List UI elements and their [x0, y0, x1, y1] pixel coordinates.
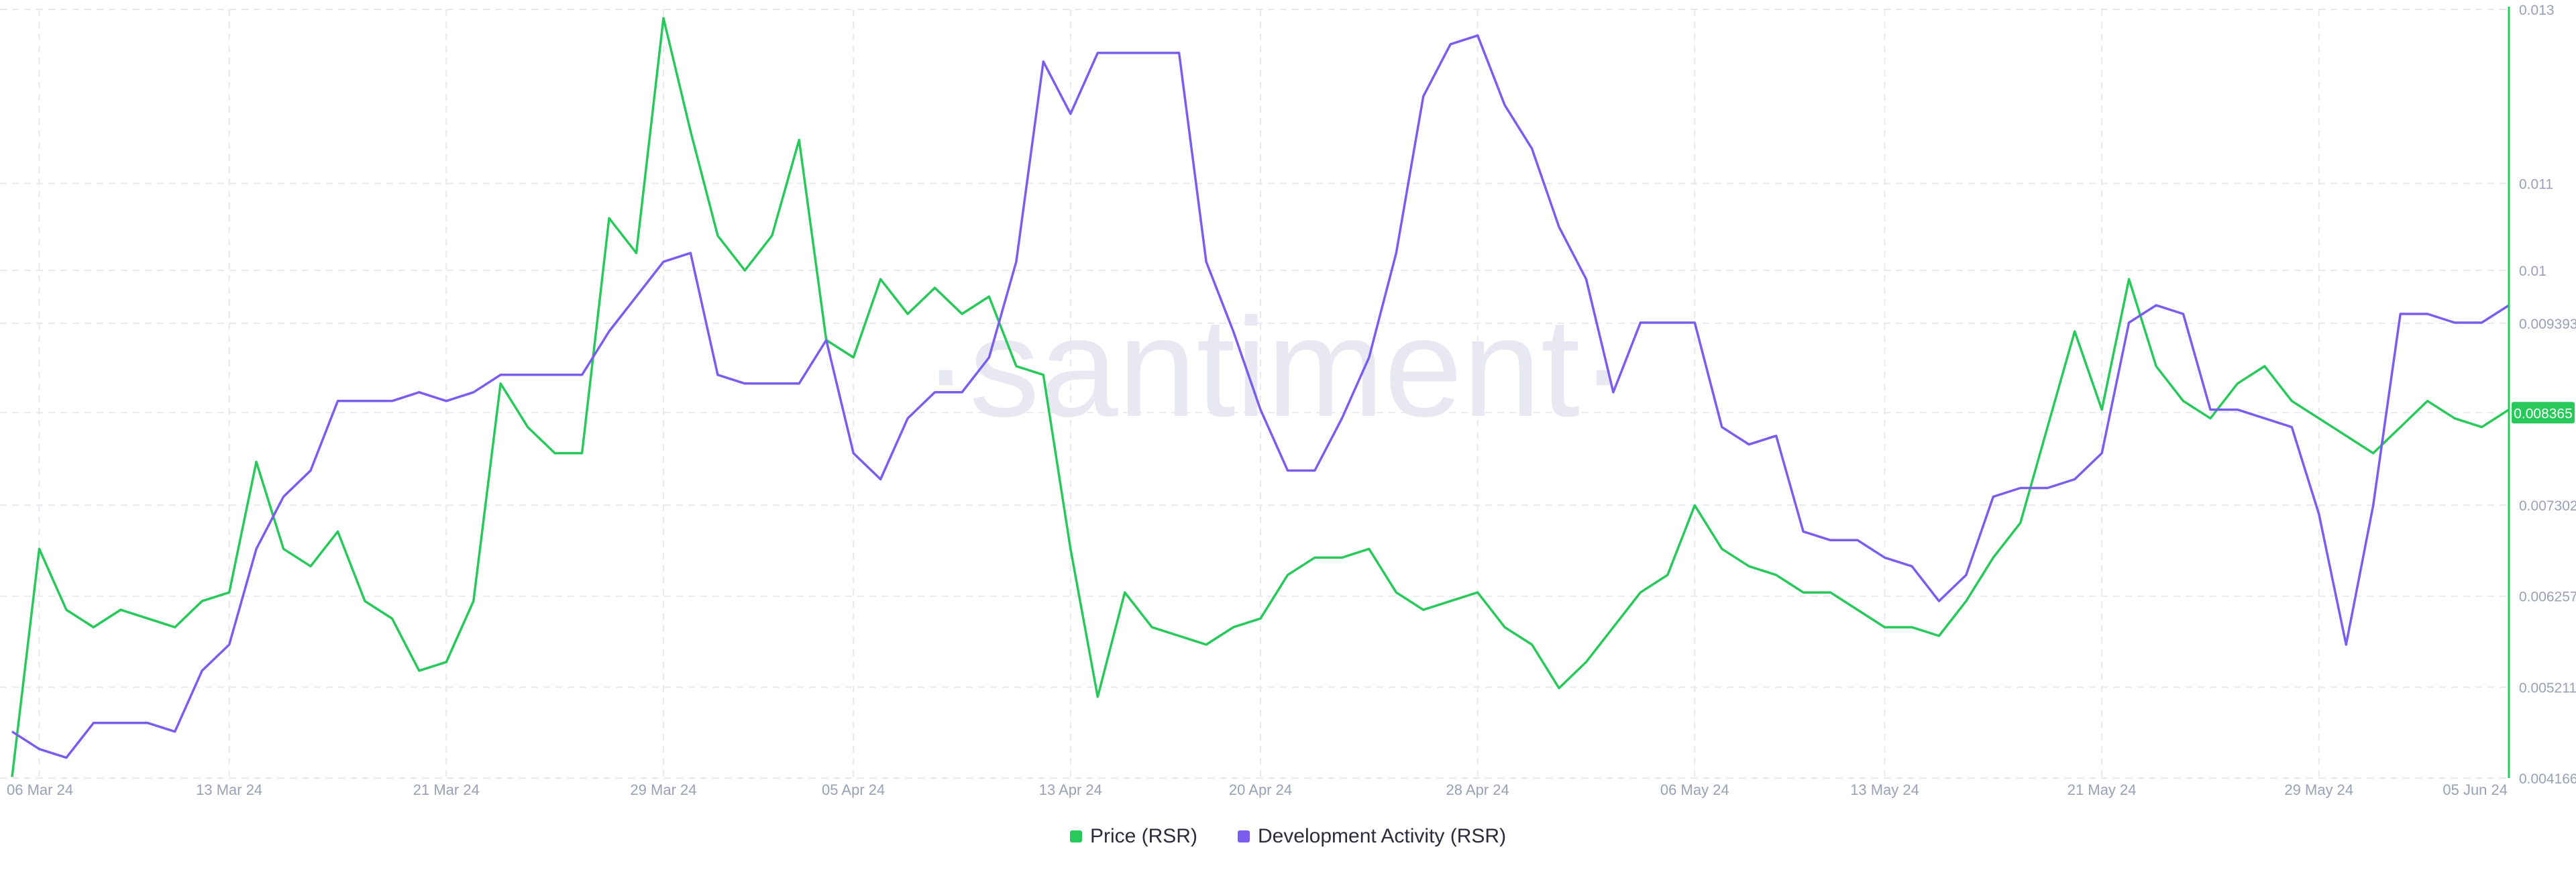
legend-dev-activity-label: Development Activity (RSR): [1257, 825, 1507, 847]
current-value-label: 0.008365: [2514, 406, 2573, 421]
x-tick-label: 13 Mar 24: [196, 781, 262, 798]
watermark: ·santiment·: [922, 288, 1627, 446]
x-tick-label: 20 Apr 24: [1229, 781, 1292, 798]
legend: Price (RSR) Development Activity (RSR): [0, 825, 2576, 848]
series-layer: [11, 17, 2510, 777]
price-swatch-icon: [1069, 830, 1082, 842]
legend-item-price[interactable]: Price (RSR): [1069, 825, 1197, 848]
y-tick-label: 0.006257: [2519, 590, 2576, 605]
price-series-line: [11, 17, 2510, 777]
x-tick-label: 13 Apr 24: [1039, 781, 1102, 798]
x-tick-label: 29 May 24: [2284, 781, 2353, 798]
legend-price-label: Price (RSR): [1089, 825, 1197, 847]
x-tick-label: 06 Mar 24: [7, 781, 73, 798]
y-tick-label: 0.007302: [2519, 498, 2576, 514]
x-tick-label: 21 Mar 24: [413, 781, 480, 798]
x-tick-label: 21 May 24: [2068, 781, 2137, 798]
y-tick-label: 0.01: [2519, 264, 2546, 279]
axis-layer: 06 Mar 24 13 Mar 24 21 Mar 24 29 Mar 24 05 A…: [7, 3, 2576, 798]
x-tick-label: 05 Apr 24: [822, 781, 885, 798]
x-tick-label: 05 Jun 24: [2443, 781, 2508, 798]
y-tick-label: 0.013: [2519, 3, 2555, 18]
y-tick-label: 0.009393: [2519, 317, 2576, 332]
y-tick-label: 0.011: [2519, 176, 2553, 192]
grid-layer: [0, 9, 2510, 779]
x-tick-label: 06 May 24: [1660, 781, 1729, 798]
x-tick-label: 29 Mar 24: [630, 781, 696, 798]
y-tick-label: 0.005211: [2519, 680, 2576, 696]
x-tick-label: 28 Apr 24: [1446, 781, 1509, 798]
x-tick-label: 13 May 24: [1850, 781, 1919, 798]
dev-activity-swatch-icon: [1237, 830, 1250, 842]
current-value-badge: [2512, 402, 2575, 424]
y-tick-label: 0.004166: [2519, 771, 2576, 787]
dev-activity-series-line: [11, 34, 2510, 759]
legend-item-dev-activity[interactable]: Development Activity (RSR): [1237, 825, 1507, 848]
